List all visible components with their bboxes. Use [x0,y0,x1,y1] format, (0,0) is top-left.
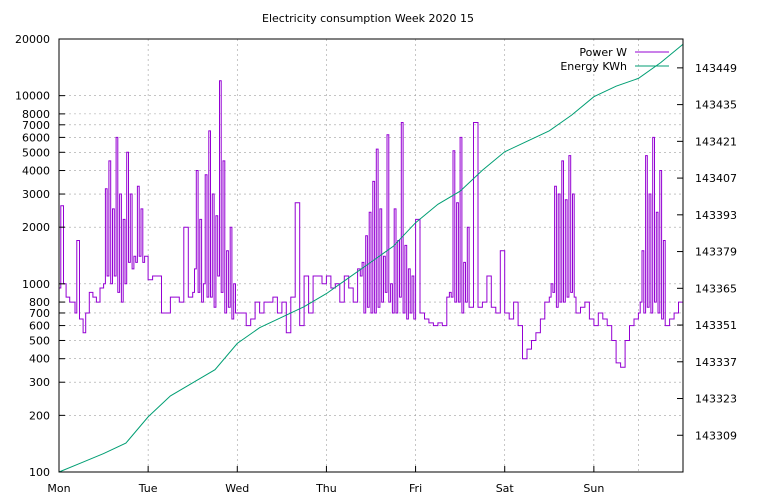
y-tick-label: 400 [29,353,50,366]
y-tick-label: 300 [29,376,50,389]
y-tick-label: 10000 [15,90,50,103]
y2-tick-label: 143379 [695,246,737,259]
y-tick-label: 8000 [22,108,50,121]
legend-label: Power W [579,46,627,59]
y2-tick-label: 143351 [695,319,737,332]
y2-tick-label: 143435 [695,99,737,112]
y2-tick-label: 143449 [695,62,737,75]
y-tick-label: 500 [29,334,50,347]
series-line-power-w [59,80,684,368]
y2-tick-label: 143393 [695,209,737,222]
x-tick-label: Sat [496,482,515,495]
y2-tick-label: 143323 [695,393,737,406]
y2-tick-label: 143407 [695,172,737,185]
y2-tick-label: 143337 [695,356,737,369]
y-tick-label: 800 [29,296,50,309]
y-tick-label: 100 [29,466,50,479]
y-tick-label: 7000 [22,119,50,132]
y2-tick-label: 143421 [695,135,737,148]
y2-tick-label: 143365 [695,282,737,295]
x-tick-label: Wed [225,482,249,495]
x-tick-label: Mon [47,482,70,495]
y2-tick-label: 143309 [695,429,737,442]
y-tick-label: 2000 [22,221,50,234]
y-tick-label: 5000 [22,146,50,159]
x-tick-label: Tue [138,482,158,495]
y-tick-label: 700 [29,307,50,320]
y-tick-label: 3000 [22,188,50,201]
plot-frame [58,38,684,473]
y-tick-label: 600 [29,320,50,333]
x-tick-label: Sun [583,482,604,495]
x-tick-label: Thu [315,482,337,495]
x-tick-label: Fri [409,482,422,495]
series-line-energy-kwh [58,43,684,473]
legend-label: Energy KWh [560,60,627,73]
y-tick-label: 4000 [22,165,50,178]
y-tick-label: 6000 [22,131,50,144]
y-tick-label: 20000 [15,33,50,46]
series-layer [58,43,684,473]
chart-title: Electricity consumption Week 2020 15 [262,12,474,25]
y-tick-label: 1000 [22,278,50,291]
y-tick-label: 200 [29,409,50,422]
